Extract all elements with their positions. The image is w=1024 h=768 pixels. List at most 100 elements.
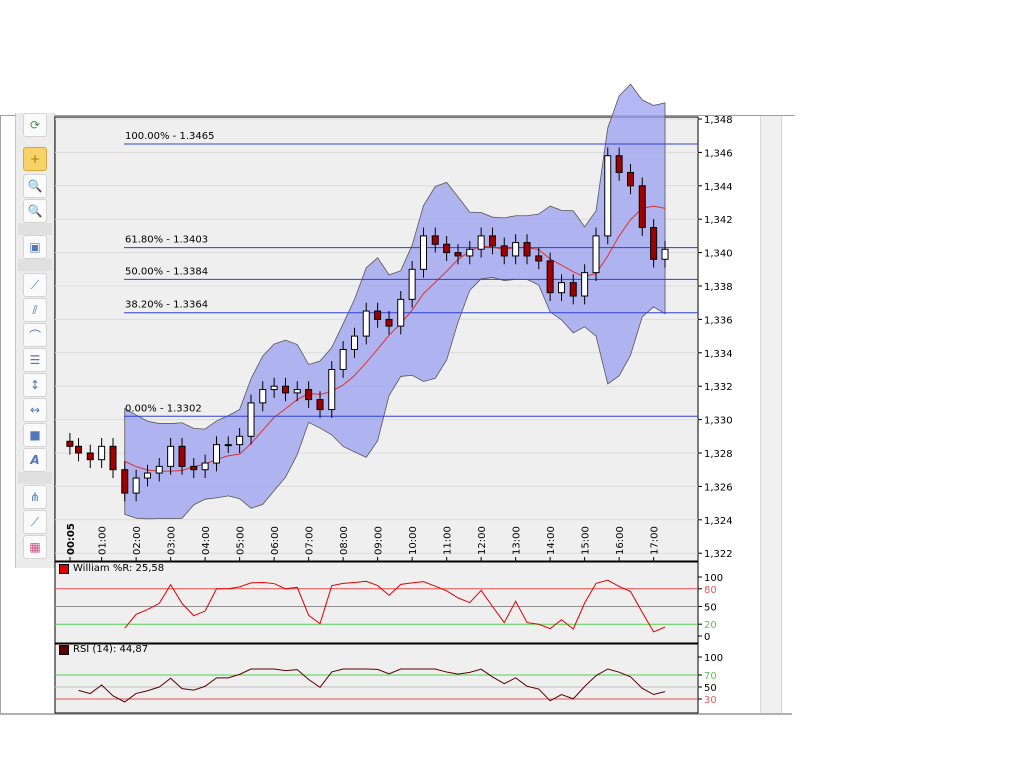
candle-body [316,399,324,411]
candle-body [466,248,474,257]
price-tick-label: 1,348 [704,115,733,126]
candle-body [144,472,152,479]
candle-body [523,242,531,257]
williams-tick-label: 100 [704,573,723,584]
candle-body [385,318,393,327]
ray-tool-button[interactable]: ⟋ [23,510,47,534]
rsi-tick-label: 30 [704,695,717,706]
candle-body [86,452,94,461]
price-tick-label: 1,334 [704,349,733,360]
candle-body [178,445,186,467]
candle-body [132,477,140,494]
ray-icon: ⟋ [30,514,40,529]
candle-body [270,385,278,391]
rsi-legend: RSI (14): 44,87 [59,644,148,655]
time-tick-label: 10:00 [408,526,419,555]
candle-body [477,235,485,250]
channel-tool-button[interactable]: ⫽ [23,298,47,322]
horizontal-line-button[interactable]: ↔ [23,398,47,422]
fibonacci-level-label: 38.20% - 1.3364 [125,300,208,311]
williams-label: William %R: 25,58 [73,563,165,574]
candle-body [420,235,428,270]
fibonacci-level-label: 0.00% - 1.3302 [125,403,202,414]
fibonacci-tool-button[interactable]: ☰ [23,348,47,372]
candle-body [408,268,416,300]
price-tick-label: 1,344 [704,182,733,193]
candle-body [431,235,439,245]
time-tick-label: 15:00 [581,526,592,555]
williams-swatch [59,563,69,574]
refresh-button[interactable]: ⟳ [23,113,47,137]
rsi-tick-label: 100 [704,653,723,664]
fibonacci-icon: ☰ [29,353,41,367]
williams-legend: William %R: 25,58 [59,563,164,574]
time-tick-label: 05:00 [236,526,247,555]
candle-body [328,369,336,411]
candle-body [98,445,106,461]
price-tick-label: 1,340 [704,249,733,260]
time-tick-label: 16:00 [615,526,626,555]
text-tool-button[interactable]: A [23,448,47,472]
candle-body [155,465,163,474]
price-tick-label: 1,324 [704,516,733,527]
line-icon: ⟋ [30,277,40,292]
time-tick-label: 01:00 [98,526,109,555]
fibonacci-level-label: 50.00% - 1.3384 [125,266,208,277]
price-tick-label: 1,346 [704,148,733,159]
candle-body [362,310,370,337]
candle-body [213,444,221,464]
bollinger-band [124,83,666,520]
candle-body [512,242,520,257]
rsi-label: RSI (14): 44,87 [73,644,149,655]
zoom-in-button[interactable]: 🔍 [23,174,47,198]
candle-body [627,171,635,187]
scrollbar[interactable] [760,116,782,713]
williams-panel [54,561,699,644]
crosshair-button[interactable]: + [23,147,47,171]
time-tick-label: 17:00 [650,526,661,555]
time-tick-label: 04:00 [201,526,212,555]
candle-body [121,469,129,494]
candle-body [535,255,543,262]
divider [0,713,792,715]
time-tick-label: 14:00 [546,526,557,555]
time-tick-label: 09:00 [374,526,385,555]
candle-body [558,282,566,294]
grid-icon: ▦ [29,540,41,554]
indicators-button[interactable]: ▦ [23,535,47,559]
vertical-line-button[interactable]: ↕ [23,373,47,397]
candle-body [569,282,577,297]
price-tick-label: 1,330 [704,416,733,427]
candle-body [546,260,554,294]
rectangle-tool-button[interactable]: ■ [23,423,47,447]
time-tick-label: 03:00 [167,526,178,555]
divider [0,115,795,116]
price-tick-label: 1,342 [704,215,733,226]
candle-body [259,389,267,404]
candle-body [339,348,347,370]
candle-body [109,445,117,471]
candle-body [650,227,658,260]
candle-body [236,435,244,446]
zoom-out-icon: 🔍 [27,204,43,218]
rsi-tick-label: 50 [704,683,717,694]
time-tick-label: 13:00 [512,526,523,555]
divider [0,115,1,715]
arc-tool-button[interactable]: ⌒ [23,323,47,347]
price-tick-label: 1,338 [704,282,733,293]
rectangle-icon: ■ [29,428,41,442]
candle-body [75,445,83,454]
chart-properties-button[interactable]: ▣ [23,235,47,259]
williams-line [124,579,666,633]
line-tool-button[interactable]: ⟋ [23,273,47,297]
time-tick-label: 02:00 [132,526,143,555]
candle-body [247,402,255,437]
williams-tick-label: 20 [704,620,717,631]
separator [18,472,52,484]
pitchfork-tool-button[interactable]: ⋔ [23,485,47,509]
time-tick-label: 00:05 [66,523,77,555]
refresh-icon: ⟳ [29,118,41,132]
zoom-out-button[interactable]: 🔍 [23,199,47,223]
time-tick-label: 11:00 [443,526,454,555]
